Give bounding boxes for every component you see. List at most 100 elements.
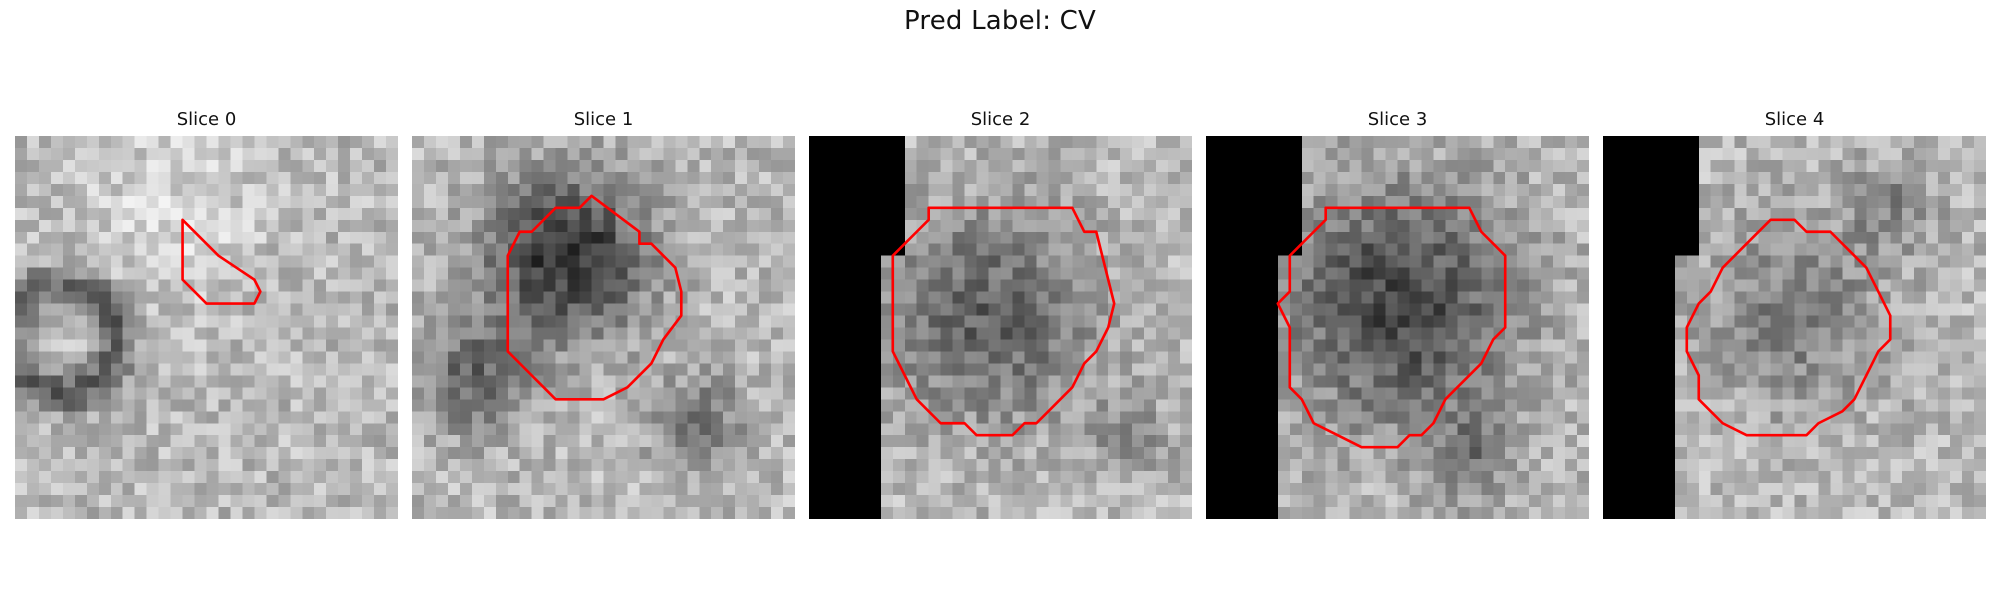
pixel [1914, 351, 1927, 364]
pixel [374, 243, 387, 256]
pixel [1385, 243, 1398, 256]
pixel [1734, 171, 1747, 185]
pixel [26, 507, 40, 519]
pixel [350, 255, 363, 268]
pixel [1373, 136, 1386, 149]
pixel [459, 159, 473, 173]
pixel [591, 471, 604, 484]
pixel [1024, 243, 1037, 256]
pixel [1626, 183, 1640, 197]
pixel [1517, 327, 1530, 340]
pixel [639, 507, 652, 519]
pixel [952, 363, 965, 376]
pixel [964, 171, 977, 185]
pixel [820, 243, 834, 256]
pixel [1325, 219, 1338, 232]
pixel [940, 207, 953, 221]
pixel [1421, 219, 1434, 232]
pixel [1373, 231, 1386, 244]
pixel [1577, 447, 1589, 460]
pixel [771, 136, 784, 149]
pixel [1096, 435, 1109, 448]
pixel [1108, 219, 1121, 232]
pixel [904, 339, 917, 352]
pixel [483, 483, 497, 496]
pixel [1024, 195, 1037, 209]
pixel [218, 136, 231, 149]
pixel [1421, 147, 1434, 161]
pixel [50, 351, 64, 364]
pixel [1577, 255, 1589, 268]
pixel [1541, 351, 1554, 364]
pixel [687, 195, 700, 209]
pixel [591, 387, 604, 400]
pixel [1241, 315, 1255, 328]
pixel [170, 315, 183, 328]
pixel [1108, 207, 1121, 221]
pixel [1084, 171, 1097, 185]
pixel [1012, 351, 1025, 364]
pixel [1289, 183, 1302, 197]
pixel [1277, 471, 1291, 484]
pixel [1614, 255, 1628, 268]
pixel [1361, 315, 1374, 328]
pixel [1361, 231, 1374, 244]
pixel [74, 231, 88, 244]
pixel [809, 195, 822, 209]
pixel [1553, 423, 1566, 436]
pixel [350, 159, 363, 173]
pixel [1603, 315, 1616, 328]
pixel [1794, 243, 1807, 256]
pixel [38, 315, 52, 328]
pixel [868, 315, 882, 328]
pixel [916, 231, 929, 244]
pixel [1806, 315, 1819, 328]
pixel [338, 423, 351, 436]
pixel [170, 483, 183, 496]
pixel [38, 363, 52, 376]
pixel [290, 183, 303, 197]
pixel [1180, 207, 1192, 221]
pixel [1397, 363, 1410, 376]
pixel [976, 339, 989, 352]
pixel [254, 471, 267, 484]
pixel [567, 387, 580, 400]
pixel [1890, 363, 1903, 376]
pixel [880, 351, 894, 364]
pixel [1361, 279, 1374, 292]
pixel [1409, 435, 1422, 448]
pixel [1734, 147, 1747, 161]
pixel [206, 423, 219, 436]
pixel [711, 375, 724, 388]
pixel [1493, 183, 1506, 197]
pixel [1565, 303, 1578, 316]
pixel [218, 207, 231, 221]
pixel [1217, 495, 1231, 508]
pixel [567, 399, 580, 412]
pixel [254, 399, 267, 412]
pixel [1686, 219, 1699, 232]
pixel [1421, 267, 1434, 280]
pixel [735, 339, 748, 352]
pixel [1000, 459, 1013, 472]
pixel [723, 327, 736, 340]
pixel [435, 171, 449, 185]
pixel [1385, 471, 1398, 484]
pixel [639, 411, 652, 424]
pixel [447, 231, 461, 244]
pixel [206, 171, 219, 185]
pixel [567, 279, 580, 292]
pixel [507, 219, 520, 232]
pixel [1577, 495, 1589, 508]
pixel [38, 267, 52, 280]
pixel [1445, 267, 1458, 280]
pixel [230, 339, 243, 352]
pixel [1421, 447, 1434, 460]
pixel [1469, 459, 1482, 472]
pixel [386, 195, 398, 209]
pixel [1409, 267, 1422, 280]
pixel [1048, 495, 1061, 508]
pixel [519, 435, 532, 448]
pixel [844, 219, 858, 232]
pixel [1156, 207, 1169, 221]
